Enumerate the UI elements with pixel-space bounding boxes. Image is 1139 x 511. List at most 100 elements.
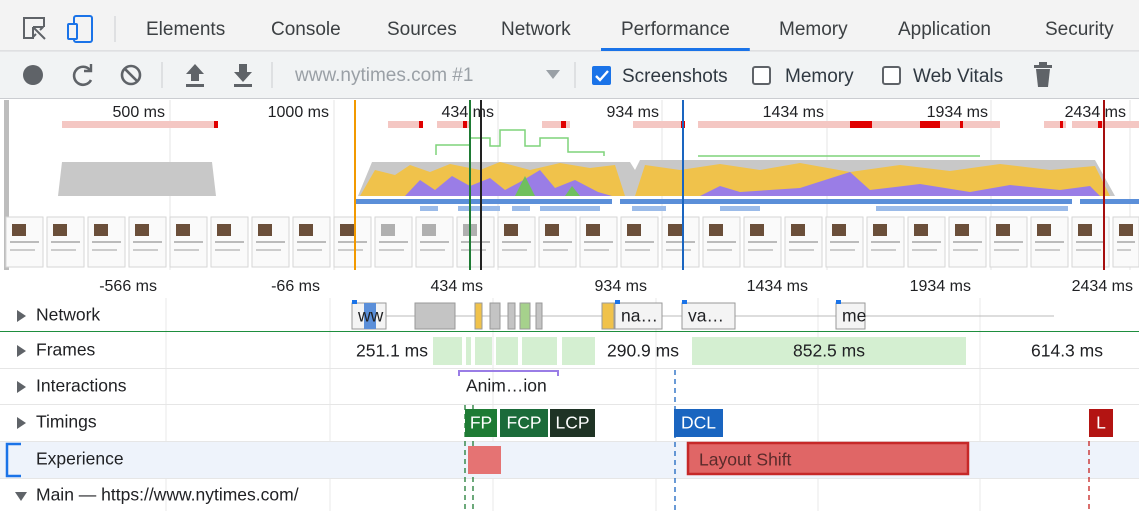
ruler-label: 1000 ms [268, 104, 329, 121]
net-overview [420, 206, 438, 211]
clear-button[interactable] [120, 64, 142, 86]
dropdown-arrow[interactable] [546, 70, 560, 79]
reload-button[interactable] [72, 64, 93, 87]
screenshot-text [133, 249, 158, 251]
layout-shift[interactable] [686, 441, 970, 476]
frame-duration: 290.9 ms [607, 341, 679, 361]
frame[interactable] [475, 337, 492, 365]
network-request[interactable] [507, 302, 516, 330]
network-request[interactable] [681, 302, 736, 330]
frame-duration: 251.1 ms [356, 341, 428, 361]
load-profile-button[interactable] [186, 64, 204, 87]
long-task-marker [1060, 121, 1063, 128]
tab[interactable]: Application [898, 19, 991, 40]
screenshot-image [94, 224, 108, 236]
screenshot-image [176, 224, 190, 236]
tab[interactable]: Network [501, 19, 571, 40]
network-request[interactable] [489, 302, 501, 330]
timing-marker[interactable] [674, 409, 723, 437]
checkbox-label[interactable]: Memory [785, 66, 854, 87]
track-label[interactable]: Interactions [36, 376, 127, 396]
expand-arrow[interactable] [17, 381, 26, 393]
frame[interactable] [433, 337, 462, 365]
screenshot-text [994, 249, 1019, 251]
checkbox[interactable] [592, 66, 611, 85]
network-request[interactable] [519, 302, 531, 330]
active-tab-indicator [601, 48, 750, 51]
tab[interactable]: Security [1045, 19, 1114, 40]
expand-arrow[interactable] [17, 345, 26, 357]
screenshot-image [12, 224, 26, 236]
screenshot-text [707, 249, 732, 251]
frame-duration: 614.3 ms [1031, 341, 1103, 361]
frame[interactable] [522, 337, 557, 365]
timing-marker[interactable] [500, 409, 548, 437]
long-task-bar [62, 121, 218, 128]
network-request[interactable] [535, 302, 543, 330]
device-toolbar-button[interactable] [67, 15, 93, 43]
checkbox[interactable] [752, 66, 771, 85]
long-task-marker [419, 121, 423, 128]
network-request[interactable] [835, 302, 866, 330]
network-request[interactable] [614, 302, 663, 330]
net-overview [620, 199, 1072, 204]
track-label[interactable]: Network [36, 305, 100, 325]
expand-arrow[interactable] [15, 492, 27, 501]
checkbox[interactable] [882, 66, 901, 85]
frame[interactable] [692, 337, 966, 365]
screenshot-image [709, 224, 723, 236]
screenshot-text [10, 241, 39, 243]
track-label[interactable]: Frames [36, 340, 96, 360]
tab[interactable]: Performance [621, 19, 730, 40]
overview-handle[interactable] [4, 100, 9, 270]
layout-shift[interactable] [468, 446, 501, 474]
screenshot-text [1117, 241, 1135, 243]
screenshot-text [666, 249, 691, 251]
screenshot-text [92, 241, 121, 243]
expand-arrow[interactable] [17, 417, 26, 429]
recording-select[interactable]: www.nytimes.com #1 [294, 65, 473, 86]
checkbox-label[interactable]: Web Vitals [913, 66, 1003, 87]
timing-marker[interactable] [1089, 409, 1113, 437]
inspect-button[interactable] [23, 17, 46, 40]
network-request[interactable] [601, 302, 615, 330]
screenshot-image [504, 224, 518, 236]
screenshot-image [668, 224, 682, 236]
tab[interactable]: Console [271, 19, 341, 40]
timeline: -566 ms -66 ms 434 ms 934 ms 1434 ms 1934 ms 2… [0, 278, 1139, 511]
track-label[interactable]: Timings [36, 412, 97, 432]
checkbox-label[interactable]: Screenshots [622, 66, 728, 87]
frame[interactable] [466, 337, 471, 365]
request-start [682, 300, 687, 304]
interaction[interactable]: Anim…ion [466, 376, 547, 396]
frame[interactable] [562, 337, 595, 365]
record-button[interactable] [23, 65, 43, 85]
network-request[interactable] [414, 302, 456, 330]
screenshot-image [955, 224, 969, 236]
screenshot-image [996, 224, 1010, 236]
screenshot-image [258, 224, 272, 236]
save-profile-button[interactable] [234, 64, 252, 87]
tab[interactable]: Elements [146, 19, 225, 40]
garbage-collect-button[interactable] [1034, 62, 1052, 87]
tab[interactable]: Memory [779, 19, 848, 40]
ruler-label: -566 ms [99, 278, 157, 295]
screenshot-text [1076, 241, 1105, 243]
screenshot-text [1076, 249, 1101, 251]
screenshot-image [340, 224, 354, 236]
frame[interactable] [496, 337, 518, 365]
long-task-bar [542, 121, 570, 128]
ruler-label: 1434 ms [747, 278, 808, 295]
tab[interactable]: Sources [387, 19, 457, 40]
track-label[interactable]: Main — https://www.nytimes.com/ [36, 485, 299, 505]
screenshot-text [502, 241, 531, 243]
screenshot-text [502, 249, 527, 251]
expand-arrow[interactable] [17, 310, 26, 322]
timing-marker[interactable] [465, 409, 497, 437]
screenshot-text [912, 249, 937, 251]
network-request[interactable] [474, 302, 483, 330]
long-task-bar [1044, 121, 1066, 128]
screenshot-text [379, 241, 408, 243]
timing-marker[interactable] [550, 409, 595, 437]
track-label[interactable]: Experience [36, 449, 124, 469]
